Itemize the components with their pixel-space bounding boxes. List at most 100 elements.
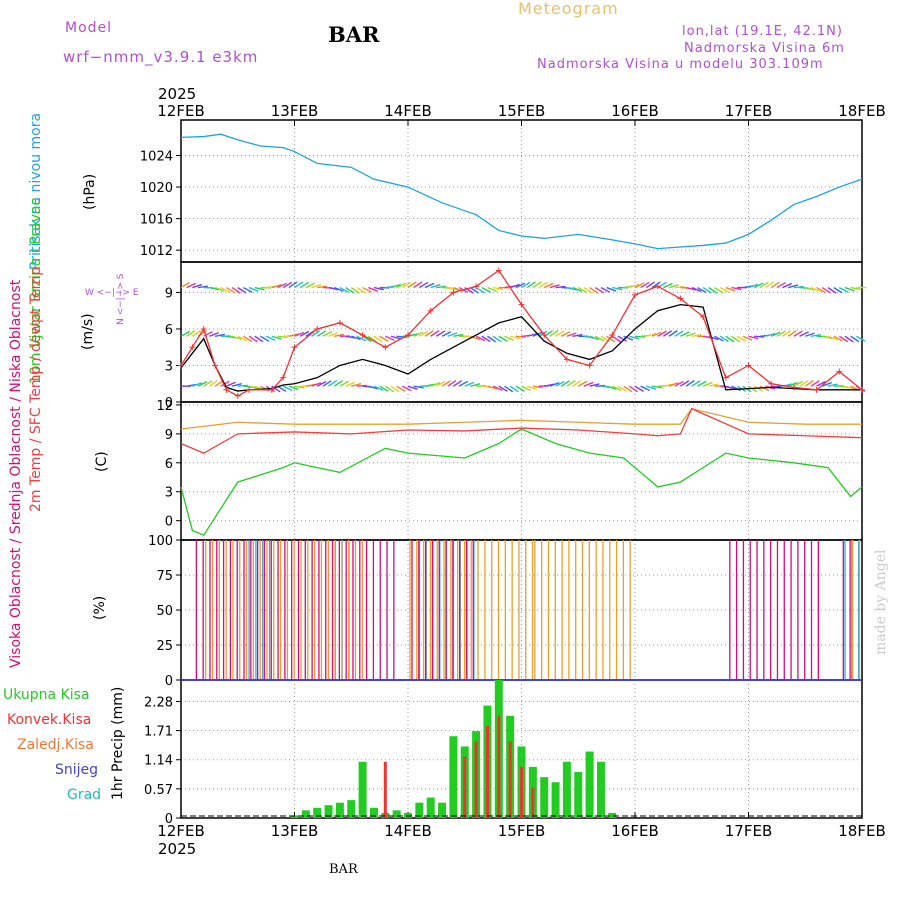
pressure-unit: (hPa) — [82, 173, 98, 210]
wind-direction-arrow — [617, 385, 627, 392]
wind-unit: (m/s) — [80, 313, 96, 350]
wind-direction-arrow — [589, 383, 600, 387]
wind-direction-arrow — [441, 380, 451, 387]
wind-gust-marker — [314, 325, 321, 332]
wind-direction-arrow — [674, 330, 684, 337]
wind-direction-arrow — [589, 286, 599, 294]
wind-direction-arrow — [481, 286, 491, 293]
wind-direction-arrow — [589, 335, 600, 341]
wind-direction-arrow — [350, 286, 360, 294]
wind-direction-arrow — [583, 286, 593, 294]
wind-direction-arrow — [663, 282, 673, 289]
wind-direction-arrow — [464, 381, 475, 387]
wind-direction-arrow — [362, 335, 372, 343]
precip-total-bar — [335, 802, 344, 818]
wind-direction-legend-vertical: N <−|−> S — [116, 273, 126, 325]
wind-direction-arrow — [526, 281, 536, 289]
wind-direction-arrow — [572, 380, 582, 387]
wind-direction-arrow — [600, 286, 611, 293]
wind-direction-arrow — [390, 283, 401, 289]
wind-direction-arrow — [634, 335, 646, 338]
precip-total-bar — [585, 751, 594, 818]
y-tick-label: 3 — [165, 359, 173, 374]
wind-direction-arrow — [356, 286, 366, 294]
wind-direction-arrow — [753, 385, 764, 392]
wind-direction-arrow — [390, 335, 401, 340]
wind-direction-arrow — [549, 381, 560, 387]
wind-direction-arrow — [260, 335, 270, 342]
wind-direction-arrow — [214, 333, 225, 337]
wind-direction-arrow — [345, 381, 356, 387]
wind-direction-arrow — [492, 286, 504, 291]
precip-conv-bar — [531, 787, 535, 818]
wind-gust-marker — [563, 356, 570, 363]
precip-legend-conv: Konvek.Kisa — [7, 712, 92, 728]
wind-direction-arrow — [515, 282, 526, 289]
wind-direction-arrow — [413, 281, 423, 289]
wind-direction-arrow — [237, 335, 248, 342]
wind-direction-arrow — [351, 335, 361, 341]
wind-direction-arrow — [708, 286, 718, 294]
wind-direction-arrow — [838, 335, 849, 343]
wind-direction-arrow — [787, 381, 798, 387]
wind-gust-marker — [473, 283, 480, 290]
y-tick-label: 0.57 — [144, 783, 173, 798]
precip-total-bar — [540, 777, 549, 818]
wind-direction-arrow — [810, 380, 820, 387]
wind-direction-arrow — [714, 286, 724, 294]
wind-direction-arrow — [748, 335, 759, 340]
wind-gust-marker — [268, 386, 275, 393]
wind-direction-arrow — [782, 282, 792, 289]
wind-direction-arrow — [209, 332, 219, 337]
year-label-top: 2025 — [158, 85, 196, 103]
wind-direction-arrow — [697, 380, 707, 387]
pressure-line — [180, 133, 863, 250]
wind-direction-arrow — [384, 385, 395, 393]
wind-direction-arrow — [441, 331, 452, 337]
wind-direction-arrow — [299, 281, 310, 289]
wind-direction-arrow — [436, 285, 447, 289]
wind-direction-arrow — [339, 380, 349, 387]
wind-direction-arrow — [708, 383, 719, 387]
wind-direction-arrow — [379, 335, 389, 342]
wind-gust-marker — [234, 392, 241, 399]
wind-direction-arrow — [827, 335, 838, 341]
wind-direction-arrow — [645, 281, 656, 289]
wind-direction-arrow — [351, 383, 362, 387]
wind-direction-arrow — [277, 282, 287, 289]
wind-direction-arrow — [407, 281, 417, 289]
wind-direction-arrow — [436, 380, 446, 387]
wind-direction-arrow — [288, 333, 299, 337]
x-tick-label-bottom: 17FEB — [725, 822, 772, 840]
wind-direction-arrow — [668, 330, 678, 337]
wind-direction-arrow — [770, 281, 780, 289]
precip-legend-snow: Snijeg — [55, 762, 99, 778]
wind-direction-arrow — [719, 335, 729, 343]
wind-direction-arrow — [481, 335, 491, 343]
precip-legend-total: Ukupna Kisa — [3, 687, 90, 703]
wind-direction-arrow — [555, 285, 566, 289]
wind-direction-arrow — [662, 330, 673, 337]
y-tick-label: 1024 — [140, 150, 173, 165]
wind-direction-arrow — [192, 382, 203, 387]
wind-direction-arrow — [702, 381, 713, 387]
wind-direction-arrow — [549, 330, 559, 337]
wind-direction-arrow — [572, 286, 583, 293]
wind-direction-arrow — [430, 382, 441, 387]
wind-direction-arrow — [362, 286, 372, 293]
wind-direction-arrow — [203, 380, 213, 387]
wind-direction-arrow — [731, 286, 742, 291]
precip-total-bar — [608, 812, 617, 818]
wind-direction-arrow — [487, 335, 497, 343]
wind-direction-arrow — [532, 281, 542, 289]
y-tick-label: 75 — [156, 569, 173, 584]
wind-direction-arrow — [623, 385, 633, 393]
wind-direction-arrow — [816, 286, 826, 294]
wind-gust-marker — [223, 386, 230, 393]
wind-direction-arrow — [277, 385, 287, 393]
wind-direction-arrow — [782, 330, 792, 337]
wind-direction-arrow — [379, 385, 389, 392]
wind-direction-arrow — [208, 379, 219, 387]
location-line: lon,lat (19.1E, 42.1N) — [682, 24, 843, 39]
